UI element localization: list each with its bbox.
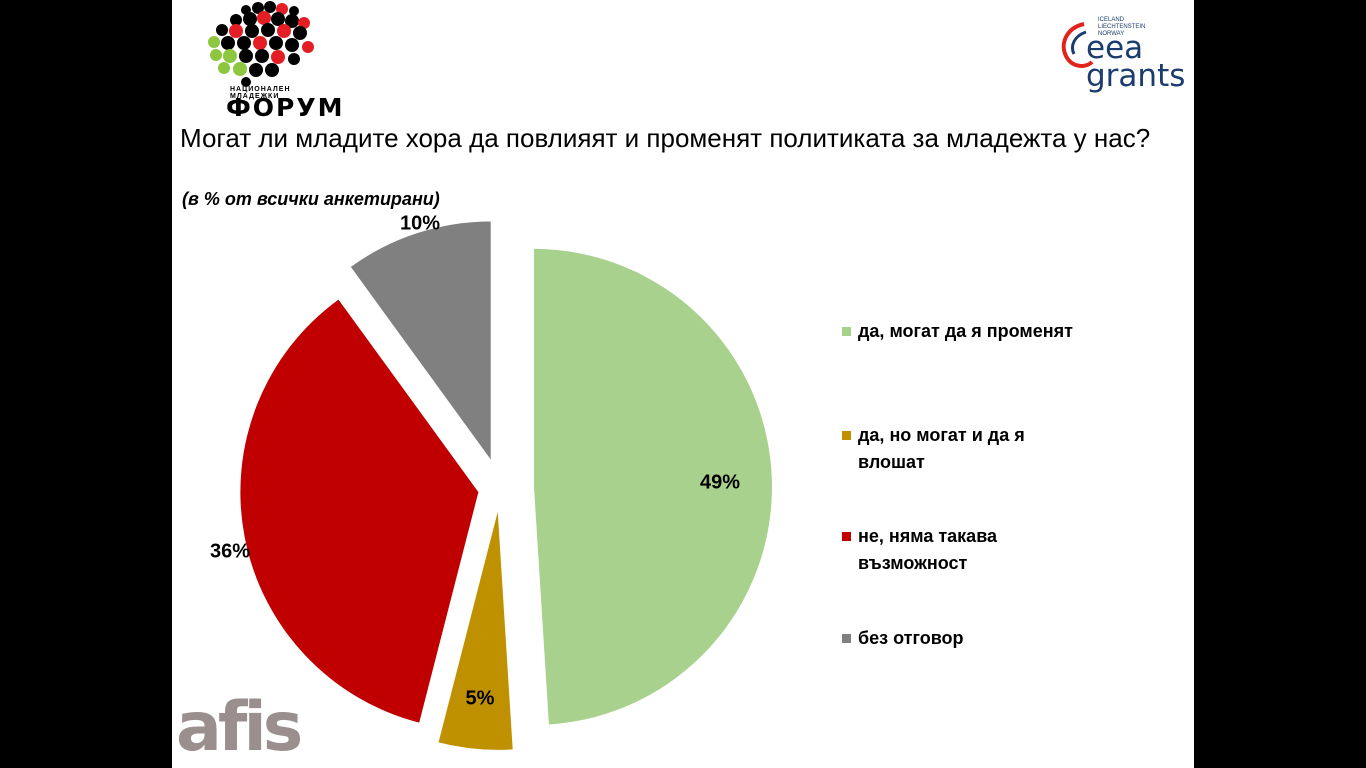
logo-dot-33 [265,63,279,77]
logo-dot-18 [221,36,235,50]
legend-swatch-2 [842,532,851,541]
logo-dot-5 [230,14,242,26]
forum-logo-big-text: ФОРУМ [226,93,345,122]
data-label-2: 36% [210,540,250,562]
chart-title: Могат ли младите хора да повлияят и пром… [180,123,1151,153]
logo-dot-4 [289,6,299,16]
logo-dot-16 [293,26,307,40]
logo-dot-34 [241,77,251,87]
logo-dot-12 [229,24,243,38]
legend-label-2: не, няма такава възможност [858,526,998,573]
logo-dot-24 [210,49,222,61]
legend-swatch-0 [842,327,851,336]
pie-chart: 49% 5% 36% 10% [210,212,772,750]
eea-word: eea grants [1086,30,1186,94]
forum-logo-small-text: НАЦИОНАЛЕН МЛАДЕЖКИ [230,86,291,100]
logo-dot-30 [218,62,230,74]
logo-dot-25 [223,49,237,63]
pie-slice-3 [350,221,491,460]
logo-dot-10 [298,17,310,29]
forum-logo: НАЦИОНАЛЕН МЛАДЕЖКИ ФОРУМ [200,0,343,122]
afis-logo: afis [176,688,303,767]
pie-slice-1 [438,511,513,750]
logo-dot-28 [271,50,285,64]
slide: НАЦИОНАЛЕН МЛАДЕЖКИ ФОРУМ ICELAND LIECHT… [172,0,1194,768]
logo-dot-9 [285,14,299,28]
logo-dot-20 [253,36,267,50]
logo-dot-6 [243,12,257,26]
logo-dot-3 [276,3,288,15]
pie-slice-2 [240,299,479,723]
data-label-3: 10% [400,212,440,234]
logo-dot-11 [216,24,228,36]
logo-dot-8 [271,12,285,26]
logo-dot-13 [245,24,259,38]
eea-countries: ICELAND LIECHTENSTEIN NORWAY [1098,17,1146,37]
logo-dot-2 [264,1,276,13]
eea-grants-logo: ICELAND LIECHTENSTEIN NORWAY eea grants [1056,10,1185,92]
eea-swirl-icon [1061,22,1094,68]
legend-label-3: без отговор [858,628,964,648]
legend-swatch-1 [842,431,851,440]
logo-dot-27 [255,49,269,63]
logo-dot-21 [269,36,283,50]
logo-dot-22 [285,38,299,52]
logo-dot-31 [233,62,247,76]
legend-label-0: да, могат да я променят [858,321,1073,341]
logo-dot-29 [288,53,300,65]
logo-dot-7 [257,11,271,25]
logo-dot-14 [261,23,275,37]
data-label-0: 49% [700,471,740,493]
data-label-1: 5% [466,687,495,709]
logo-dot-19 [237,36,251,50]
forum-logo-dots-icon [208,1,314,87]
logo-dot-23 [302,41,314,53]
legend-swatch-3 [842,634,851,643]
logo-dot-26 [239,49,253,63]
logo-dot-1 [252,2,264,14]
pie-slice-0 [533,248,772,725]
logo-dot-15 [277,24,291,38]
chart-subtitle: (в % от всички анкетирани) [182,189,440,209]
legend-label-1: да, но могат и да я влошат [858,425,1025,472]
logo-dot-32 [249,63,263,77]
logo-dot-17 [208,36,220,48]
